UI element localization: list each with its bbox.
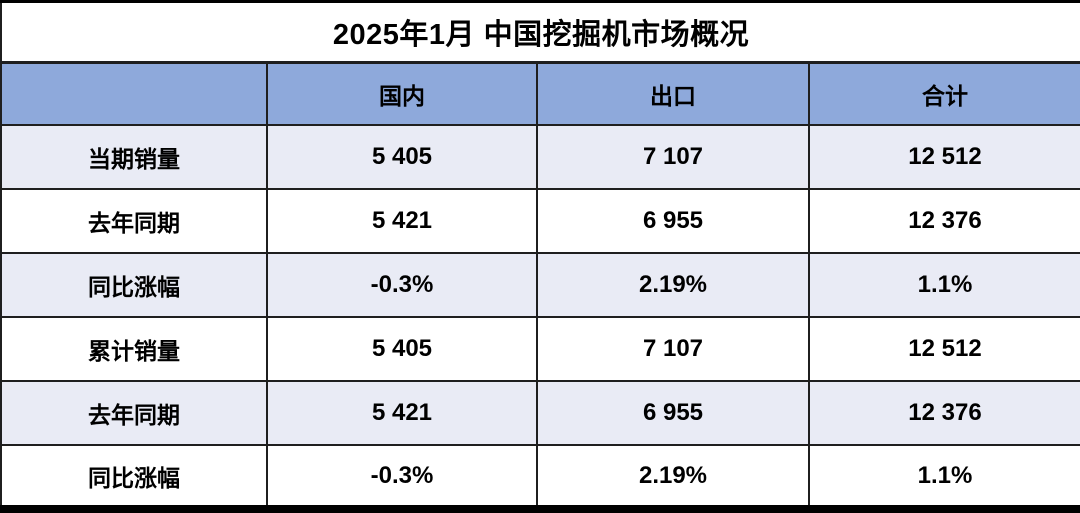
cell-domestic: 5 405 [266,316,538,383]
header-cell-total: 合计 [807,61,1080,127]
table-title-row: 2025年1月 中国挖掘机市场概况 [0,0,1080,64]
header-cell-empty [0,61,268,127]
table-row-current-sales: 当期销量 5 405 7 107 12 512 [0,124,1080,191]
row-label: 去年同期 [0,188,268,255]
cell-export: 2.19% [536,444,810,510]
cell-domestic: 5 421 [266,380,538,447]
cell-domestic: -0.3% [266,444,538,510]
table-row-last-year-same-period: 去年同期 5 421 6 955 12 376 [0,188,1080,255]
cell-export: 6 955 [536,380,810,447]
table-header-row: 国内 出口 合计 [0,61,1080,127]
table-row-cumulative-sales: 累计销量 5 405 7 107 12 512 [0,316,1080,383]
row-label: 累计销量 [0,316,268,383]
header-cell-domestic: 国内 [266,61,538,127]
cell-export: 7 107 [536,124,810,191]
cell-export: 6 955 [536,188,810,255]
cell-export: 2.19% [536,252,810,319]
cell-domestic: 5 405 [266,124,538,191]
cell-total: 1.1% [807,252,1080,319]
cell-export: 7 107 [536,316,810,383]
cell-domestic: 5 421 [266,188,538,255]
row-label: 去年同期 [0,380,268,447]
cell-total: 12 376 [807,380,1080,447]
table-row-yoy-change: 同比涨幅 -0.3% 2.19% 1.1% [0,252,1080,319]
row-label: 同比涨幅 [0,252,268,319]
table-row-yoy-change-cumulative: 同比涨幅 -0.3% 2.19% 1.1% [0,444,1080,510]
header-cell-export: 出口 [536,61,810,127]
cell-total: 12 512 [807,124,1080,191]
cell-total: 1.1% [807,444,1080,510]
cell-total: 12 376 [807,188,1080,255]
cell-domestic: -0.3% [266,252,538,319]
row-label: 同比涨幅 [0,444,268,510]
row-label: 当期销量 [0,124,268,191]
table-title: 2025年1月 中国挖掘机市场概况 [0,0,1080,64]
cell-total: 12 512 [807,316,1080,383]
table-row-last-year-same-period-cumulative: 去年同期 5 421 6 955 12 376 [0,380,1080,447]
